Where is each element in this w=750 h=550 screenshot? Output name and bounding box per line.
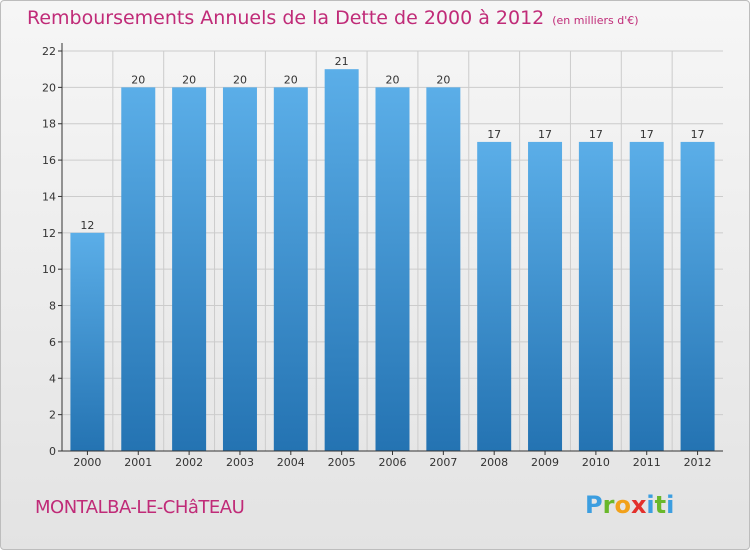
proxiti-logo: Proxiti [585,491,675,519]
y-tick-label: 12 [42,227,56,240]
y-tick-label: 4 [49,372,56,385]
y-tick-label: 20 [42,81,56,94]
bar [121,87,156,451]
y-tick-label: 0 [49,445,56,458]
x-tick-label: 2010 [582,456,610,469]
axes: 0 2 4 6 8 10 12 14 16 18 20 22 2000 2001 2002 2003 2004 2… [42,43,723,469]
town-name: MONTALBA-LE-CHâTEAU [35,497,245,518]
bar-value-label: 20 [284,73,298,86]
bar [222,87,257,451]
bar-value-label: 17 [640,128,654,141]
x-tick-label: 2009 [531,456,559,469]
bar-value-label: 20 [436,73,450,86]
bar-value-label: 17 [691,128,705,141]
x-tick-label: 2005 [328,456,356,469]
bar-value-label: 21 [335,55,349,68]
bar [477,141,512,451]
bar [629,141,664,451]
y-tick-label: 10 [42,263,56,276]
bar-value-label: 17 [589,128,603,141]
bar-value-label: 20 [131,73,145,86]
bar-value-label: 20 [386,73,400,86]
y-tick-label: 2 [49,409,56,422]
bar-value-label: 20 [233,73,247,86]
y-tick-label: 22 [42,45,56,58]
bar [578,141,613,451]
x-tick-label: 2012 [684,456,712,469]
bar-value-label: 17 [487,128,501,141]
bar [528,141,563,451]
bar [172,87,207,451]
y-tick-label: 16 [42,154,56,167]
bar [324,69,359,451]
x-tick-label: 2006 [379,456,407,469]
bar [70,232,105,451]
y-tick-label: 6 [49,336,56,349]
x-tick-label: 2002 [175,456,203,469]
x-tick-label: 2003 [226,456,254,469]
x-tick-label: 2001 [124,456,152,469]
x-tick-label: 2011 [633,456,661,469]
y-tick-label: 18 [42,118,56,131]
chart-title: Remboursements Annuels de la Dette de 20… [27,7,639,29]
title-text: Remboursements Annuels de la Dette de 20… [27,7,545,29]
y-tick-label: 8 [49,300,56,313]
bar [273,87,308,451]
unit-note: (en milliers d'€) [552,14,639,27]
x-tick-label: 2000 [73,456,101,469]
x-tick-label: 2008 [480,456,508,469]
bar-value-label: 17 [538,128,552,141]
bar [426,87,461,451]
x-tick-label: 2007 [429,456,457,469]
bar [375,87,410,451]
x-tick-label: 2004 [277,456,305,469]
bars: 12 20 20 20 20 21 20 20 17 17 17 17 17 [70,55,715,451]
y-tick-label: 14 [42,190,56,203]
bar-value-label: 12 [80,219,94,232]
bar [680,141,715,451]
bar-value-label: 20 [182,73,196,86]
